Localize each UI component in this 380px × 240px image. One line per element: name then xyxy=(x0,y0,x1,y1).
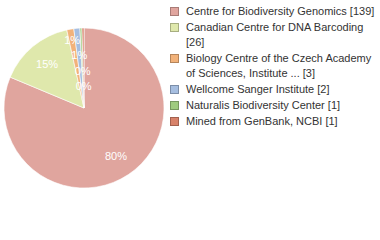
pie-area: 80% 15% 1% 1% 0% 0% xyxy=(0,0,170,240)
legend-swatch xyxy=(170,54,179,63)
data-labels: 80% 15% 1% 1% 0% 0% xyxy=(36,34,127,162)
legend-label: Centre for Biodiversity Genomics [139] xyxy=(186,4,376,19)
legend-swatch xyxy=(170,23,179,32)
legend-label: Biology Centre of the Czech Academy of S… xyxy=(186,51,376,81)
data-label: 0% xyxy=(76,80,92,92)
data-label: 80% xyxy=(105,150,127,162)
slice xyxy=(4,28,164,188)
slice xyxy=(10,30,84,108)
legend-label: Wellcome Sanger Institute [2] xyxy=(186,82,376,97)
slices xyxy=(4,28,164,188)
legend-label: Canadian Centre for DNA Barcoding [26] xyxy=(186,20,376,50)
legend-entry: Wellcome Sanger Institute [2] xyxy=(170,82,376,97)
legend-swatch xyxy=(170,7,179,16)
data-label: 0% xyxy=(75,65,91,77)
legend-entry: Naturalis Biodiversity Center [1] xyxy=(170,98,376,113)
data-label: 1% xyxy=(64,34,80,46)
legend-swatch xyxy=(170,117,179,126)
legend-entry: Centre for Biodiversity Genomics [139] xyxy=(170,4,376,19)
legend-entry: Canadian Centre for DNA Barcoding [26] xyxy=(170,20,376,50)
legend-swatch xyxy=(170,85,179,94)
data-label: 1% xyxy=(71,49,87,61)
legend: Centre for Biodiversity Genomics [139]Ca… xyxy=(170,4,376,130)
legend-entry: Mined from GenBank, NCBI [1] xyxy=(170,114,376,129)
legend-swatch xyxy=(170,101,179,110)
legend-label: Mined from GenBank, NCBI [1] xyxy=(186,114,376,129)
data-label: 15% xyxy=(36,58,58,70)
legend-label: Naturalis Biodiversity Center [1] xyxy=(186,98,376,113)
legend-entry: Biology Centre of the Czech Academy of S… xyxy=(170,51,376,81)
chart: 80% 15% 1% 1% 0% 0% Centre for Biodiversity G… xyxy=(0,0,380,240)
